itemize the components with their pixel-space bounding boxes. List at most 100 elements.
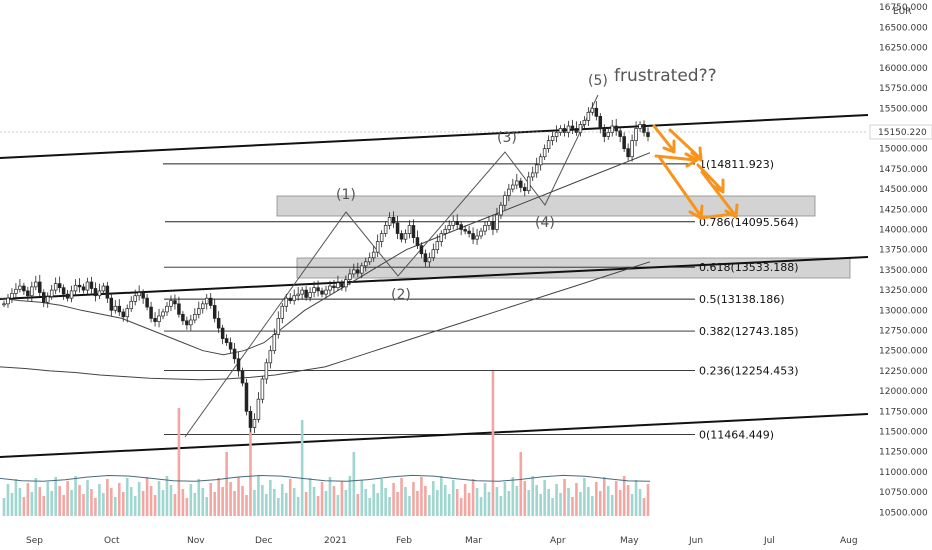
candle-body xyxy=(590,107,595,113)
fib-level-label: 0.236(12254.453) xyxy=(699,365,799,378)
volume-bar xyxy=(424,486,427,516)
frustrated-annotation: frustrated?? xyxy=(614,66,717,86)
candle-body xyxy=(177,303,181,315)
volume-bar xyxy=(110,488,113,516)
volume-bar xyxy=(233,491,236,516)
candle-body xyxy=(6,297,10,305)
volume-bar xyxy=(257,476,260,516)
candle-body xyxy=(352,269,356,275)
volume-bar xyxy=(563,479,566,516)
candle-body xyxy=(228,342,233,350)
resistance-zone xyxy=(276,195,816,217)
candle-body xyxy=(129,301,133,310)
volume-bar xyxy=(491,371,495,516)
volume-bar xyxy=(344,490,348,516)
candle-body xyxy=(558,128,563,133)
fib-level-label: 0.786(14095.564) xyxy=(699,216,799,229)
candle-body xyxy=(320,290,324,295)
candle-body xyxy=(387,217,392,226)
volume-bar xyxy=(54,477,57,516)
candle-body xyxy=(534,164,539,174)
candle-body xyxy=(328,285,332,291)
candle-body xyxy=(622,136,626,150)
candle-body xyxy=(618,130,622,137)
volume-bar xyxy=(471,479,475,516)
price-tick-label: 14000.000 xyxy=(879,225,928,235)
candle-body xyxy=(530,172,535,178)
candle-body xyxy=(208,297,213,306)
volume-bar xyxy=(547,489,550,516)
volume-bar xyxy=(265,494,268,516)
volume-bar xyxy=(455,489,459,516)
volume-bar xyxy=(114,497,117,516)
candle-body xyxy=(26,290,30,297)
candle-body xyxy=(141,292,145,299)
candle-body xyxy=(538,156,543,166)
currency-label: EUR xyxy=(893,7,912,17)
candle-body xyxy=(630,140,634,158)
volume-bar xyxy=(646,484,650,516)
price-tick-label: 10750.000 xyxy=(879,488,928,498)
wave-label-3: (3) xyxy=(497,130,517,146)
volume-bar xyxy=(74,476,77,516)
volume-bar xyxy=(626,485,630,516)
volume-bar xyxy=(408,496,411,516)
price-tick-label: 12000.000 xyxy=(879,387,928,397)
candle-body xyxy=(383,225,388,234)
fibonacci-levels: 1(14811.923)0.786(14095.564)0.618(13533.… xyxy=(163,158,799,441)
candle-body xyxy=(634,128,638,141)
price-tick-label: 16750.000 xyxy=(879,3,928,13)
candle-body xyxy=(45,296,50,303)
volume-bar xyxy=(189,484,193,516)
volume-bar xyxy=(98,484,101,516)
candle-body xyxy=(189,319,193,326)
volume-bar xyxy=(125,478,129,516)
volume-bar xyxy=(507,491,511,516)
candle-body xyxy=(419,245,424,255)
time-tick-label: May xyxy=(620,536,639,546)
candle-body xyxy=(125,308,129,318)
last-price-label: 15150.220 xyxy=(878,128,927,138)
volume-bar xyxy=(177,408,181,516)
candle-body xyxy=(161,311,165,317)
candle-body xyxy=(165,305,169,313)
candle-body xyxy=(276,318,281,335)
volume-bar xyxy=(380,479,383,516)
volume-average-line xyxy=(0,474,651,482)
volume-bar xyxy=(38,487,42,516)
candle-body xyxy=(69,290,74,299)
volume-bar xyxy=(153,495,157,516)
time-tick-label: Dec xyxy=(255,536,272,546)
volume-bar xyxy=(145,477,149,516)
volume-bar xyxy=(610,495,614,516)
volume-bar xyxy=(137,482,141,516)
volume-bar xyxy=(324,491,328,516)
price-axis[interactable] xyxy=(862,0,932,550)
volume-bar xyxy=(261,485,264,516)
volume-bar xyxy=(634,480,638,516)
candle-body xyxy=(256,398,261,420)
candle-body xyxy=(435,241,440,251)
volume-bar xyxy=(269,480,272,516)
upper-trendline[interactable] xyxy=(0,114,869,159)
volume-bar xyxy=(336,495,340,516)
middle-trendline[interactable] xyxy=(0,256,869,300)
volume-bar xyxy=(90,489,93,516)
candle-body xyxy=(503,195,507,206)
volume-bar xyxy=(245,495,248,516)
volume-bar xyxy=(392,483,395,516)
volume-bar xyxy=(364,489,368,516)
candle-body xyxy=(526,176,531,192)
volume-bar xyxy=(34,478,38,516)
candle-body xyxy=(149,306,153,319)
candle-body xyxy=(626,148,630,158)
volume-bar xyxy=(6,484,10,516)
lower-trendline[interactable] xyxy=(0,413,869,458)
candle-body xyxy=(367,257,372,263)
candle-body xyxy=(18,285,22,290)
candle-body xyxy=(216,318,221,329)
candle-body xyxy=(181,313,185,322)
volume-bar xyxy=(86,480,89,516)
time-tick-label: Nov xyxy=(187,536,205,546)
